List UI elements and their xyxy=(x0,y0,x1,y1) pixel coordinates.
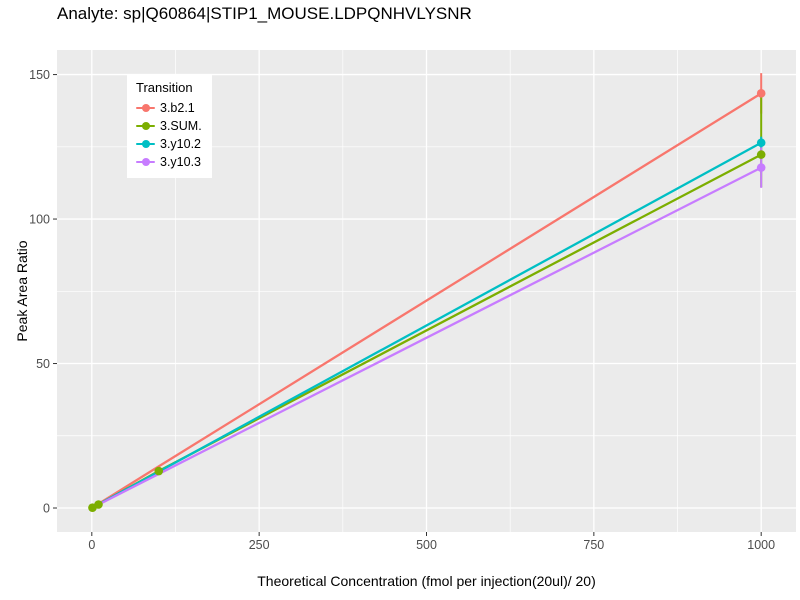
data-point-3.SUM. xyxy=(154,466,164,476)
y-tick-label: 150 xyxy=(29,68,50,82)
legend-label: 3.SUM. xyxy=(160,119,202,133)
x-tick-label: 750 xyxy=(583,538,604,552)
pointrange-key-icon xyxy=(136,101,155,115)
y-tick-label: 100 xyxy=(29,213,50,227)
legend-title: Transition xyxy=(136,80,193,95)
legend-label: 3.b2.1 xyxy=(160,101,195,115)
pointrange-key-icon xyxy=(136,137,155,151)
legend-label: 3.y10.3 xyxy=(160,155,202,169)
chart-title: Analyte: sp|Q60864|STIP1_MOUSE.LDPQNHVLY… xyxy=(57,4,472,23)
x-tick-label: 250 xyxy=(249,538,270,552)
legend: Transition 3.b2.1 3.SUM. 3.y10.2 3.y10.3 xyxy=(127,74,212,178)
legend-item: 3.y10.2 xyxy=(136,135,202,153)
legend-item: 3.y10.3 xyxy=(136,153,202,171)
pointrange-key-icon xyxy=(136,155,155,169)
pointrange-key-icon xyxy=(136,119,155,133)
x-tick-label: 0 xyxy=(88,538,95,552)
y-tick-label: 0 xyxy=(43,502,50,516)
legend-label: 3.y10.2 xyxy=(160,137,202,151)
data-point-3.b2.1 xyxy=(756,89,766,98)
data-point-3.SUM. xyxy=(94,500,103,509)
legend-item: 3.b2.1 xyxy=(136,99,202,117)
data-point-3.y10.3 xyxy=(756,163,766,172)
x-tick-label: 500 xyxy=(416,538,437,552)
data-point-3.y10.2 xyxy=(756,138,766,148)
x-tick-label: 1000 xyxy=(747,538,775,552)
data-point-3.SUM. xyxy=(756,150,766,159)
y-tick-label: 50 xyxy=(36,357,50,371)
legend-item: 3.SUM. xyxy=(136,117,202,135)
x-axis-title: Theoretical Concentration (fmol per inje… xyxy=(257,573,596,589)
